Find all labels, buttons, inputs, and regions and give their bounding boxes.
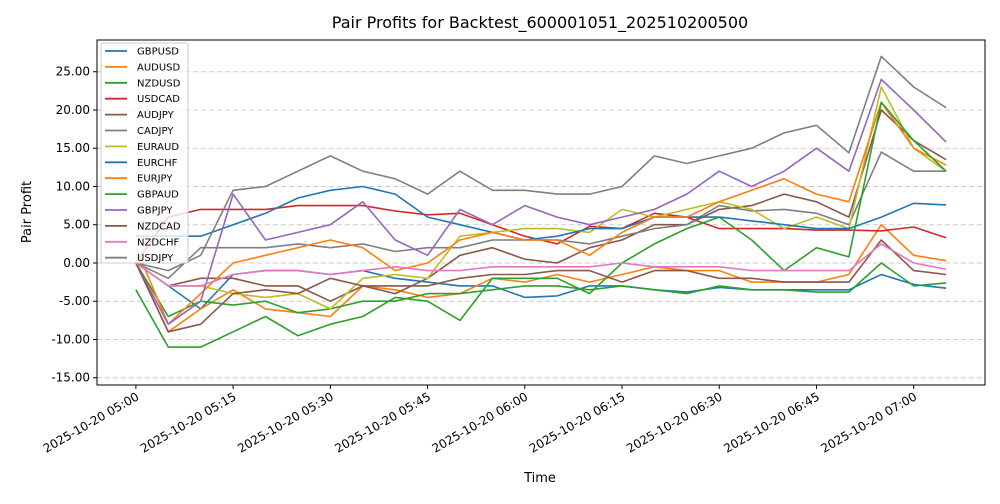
y-axis-label: Pair Profit	[20, 181, 35, 243]
y-tick-label: -10.00	[51, 332, 90, 346]
series-line-eurchf	[135, 185, 947, 241]
legend-label: NZDCHF	[137, 237, 180, 248]
legend-label: EURJPY	[137, 174, 173, 185]
y-tick-label: 15.00	[56, 141, 90, 155]
x-tick-label: 2025-10-20 05:45	[332, 389, 433, 455]
series-line-nzdcad	[135, 239, 947, 333]
legend-label: NZDCAD	[137, 221, 181, 232]
x-tick-label: 2025-10-20 05:30	[235, 389, 336, 455]
legend-label: GBPAUD	[137, 190, 179, 201]
series-line-nzdusd	[135, 262, 947, 318]
y-axis: -15.00 -10.00 -5.00 0.00 5.00 10.00 15.00 20.00…	[51, 65, 97, 385]
y-tick-label: 0.00	[63, 256, 90, 270]
x-tick-label: 2025-10-20 06:30	[624, 389, 725, 455]
series-line-eurjpy	[135, 101, 947, 326]
x-tick-label: 2025-10-20 06:45	[721, 389, 822, 455]
series-line-usdjpy	[135, 55, 947, 272]
series-line-usdcad	[135, 204, 947, 264]
legend-label: GBPJPY	[137, 206, 173, 217]
legend: GBPUSD AUDUSD NZDUSD USDCAD AUDJPY CADJPY EURA…	[100, 42, 189, 264]
x-tick-label: 2025-10-20 06:15	[527, 389, 628, 455]
legend-label: AUDJPY	[137, 110, 175, 121]
series-lines	[135, 55, 947, 348]
x-axis-label: Time	[523, 471, 556, 486]
y-tick-label: -15.00	[51, 371, 90, 385]
grid	[97, 71, 985, 379]
series-line-gbpaud	[135, 101, 947, 348]
y-tick-label: 5.00	[63, 218, 90, 232]
series-line-euraud	[135, 86, 947, 310]
y-tick-label: 10.00	[56, 179, 90, 193]
legend-label: USDCAD	[137, 94, 180, 105]
x-tick-label: 2025-10-20 06:00	[430, 389, 531, 455]
legend-label: AUDUSD	[137, 62, 181, 73]
series-line-audjpy	[135, 109, 947, 303]
series-line-gbpjpy	[135, 78, 947, 326]
y-tick-label: 20.00	[56, 103, 90, 117]
legend-label: CADJPY	[137, 126, 174, 137]
legend-label: EURCHF	[137, 158, 178, 169]
legend-label: GBPUSD	[137, 47, 179, 58]
series-line-cadjpy	[135, 151, 947, 280]
x-tick-label: 2025-10-20 05:15	[138, 389, 239, 455]
y-tick-label: -5.00	[59, 294, 90, 308]
plot-frame	[96, 39, 986, 386]
x-tick-label: 2025-10-20 05:00	[41, 389, 142, 455]
legend-label: EURAUD	[137, 142, 179, 153]
chart-title: Pair Profits for Backtest_600001051_2025…	[332, 13, 748, 33]
legend-label: NZDUSD	[137, 78, 181, 89]
x-tick-label: 2025-10-20 07:00	[819, 389, 920, 455]
legend-label: USDJPY	[137, 253, 174, 264]
series-line-nzdchf	[135, 243, 947, 287]
y-tick-label: 25.00	[56, 65, 90, 79]
